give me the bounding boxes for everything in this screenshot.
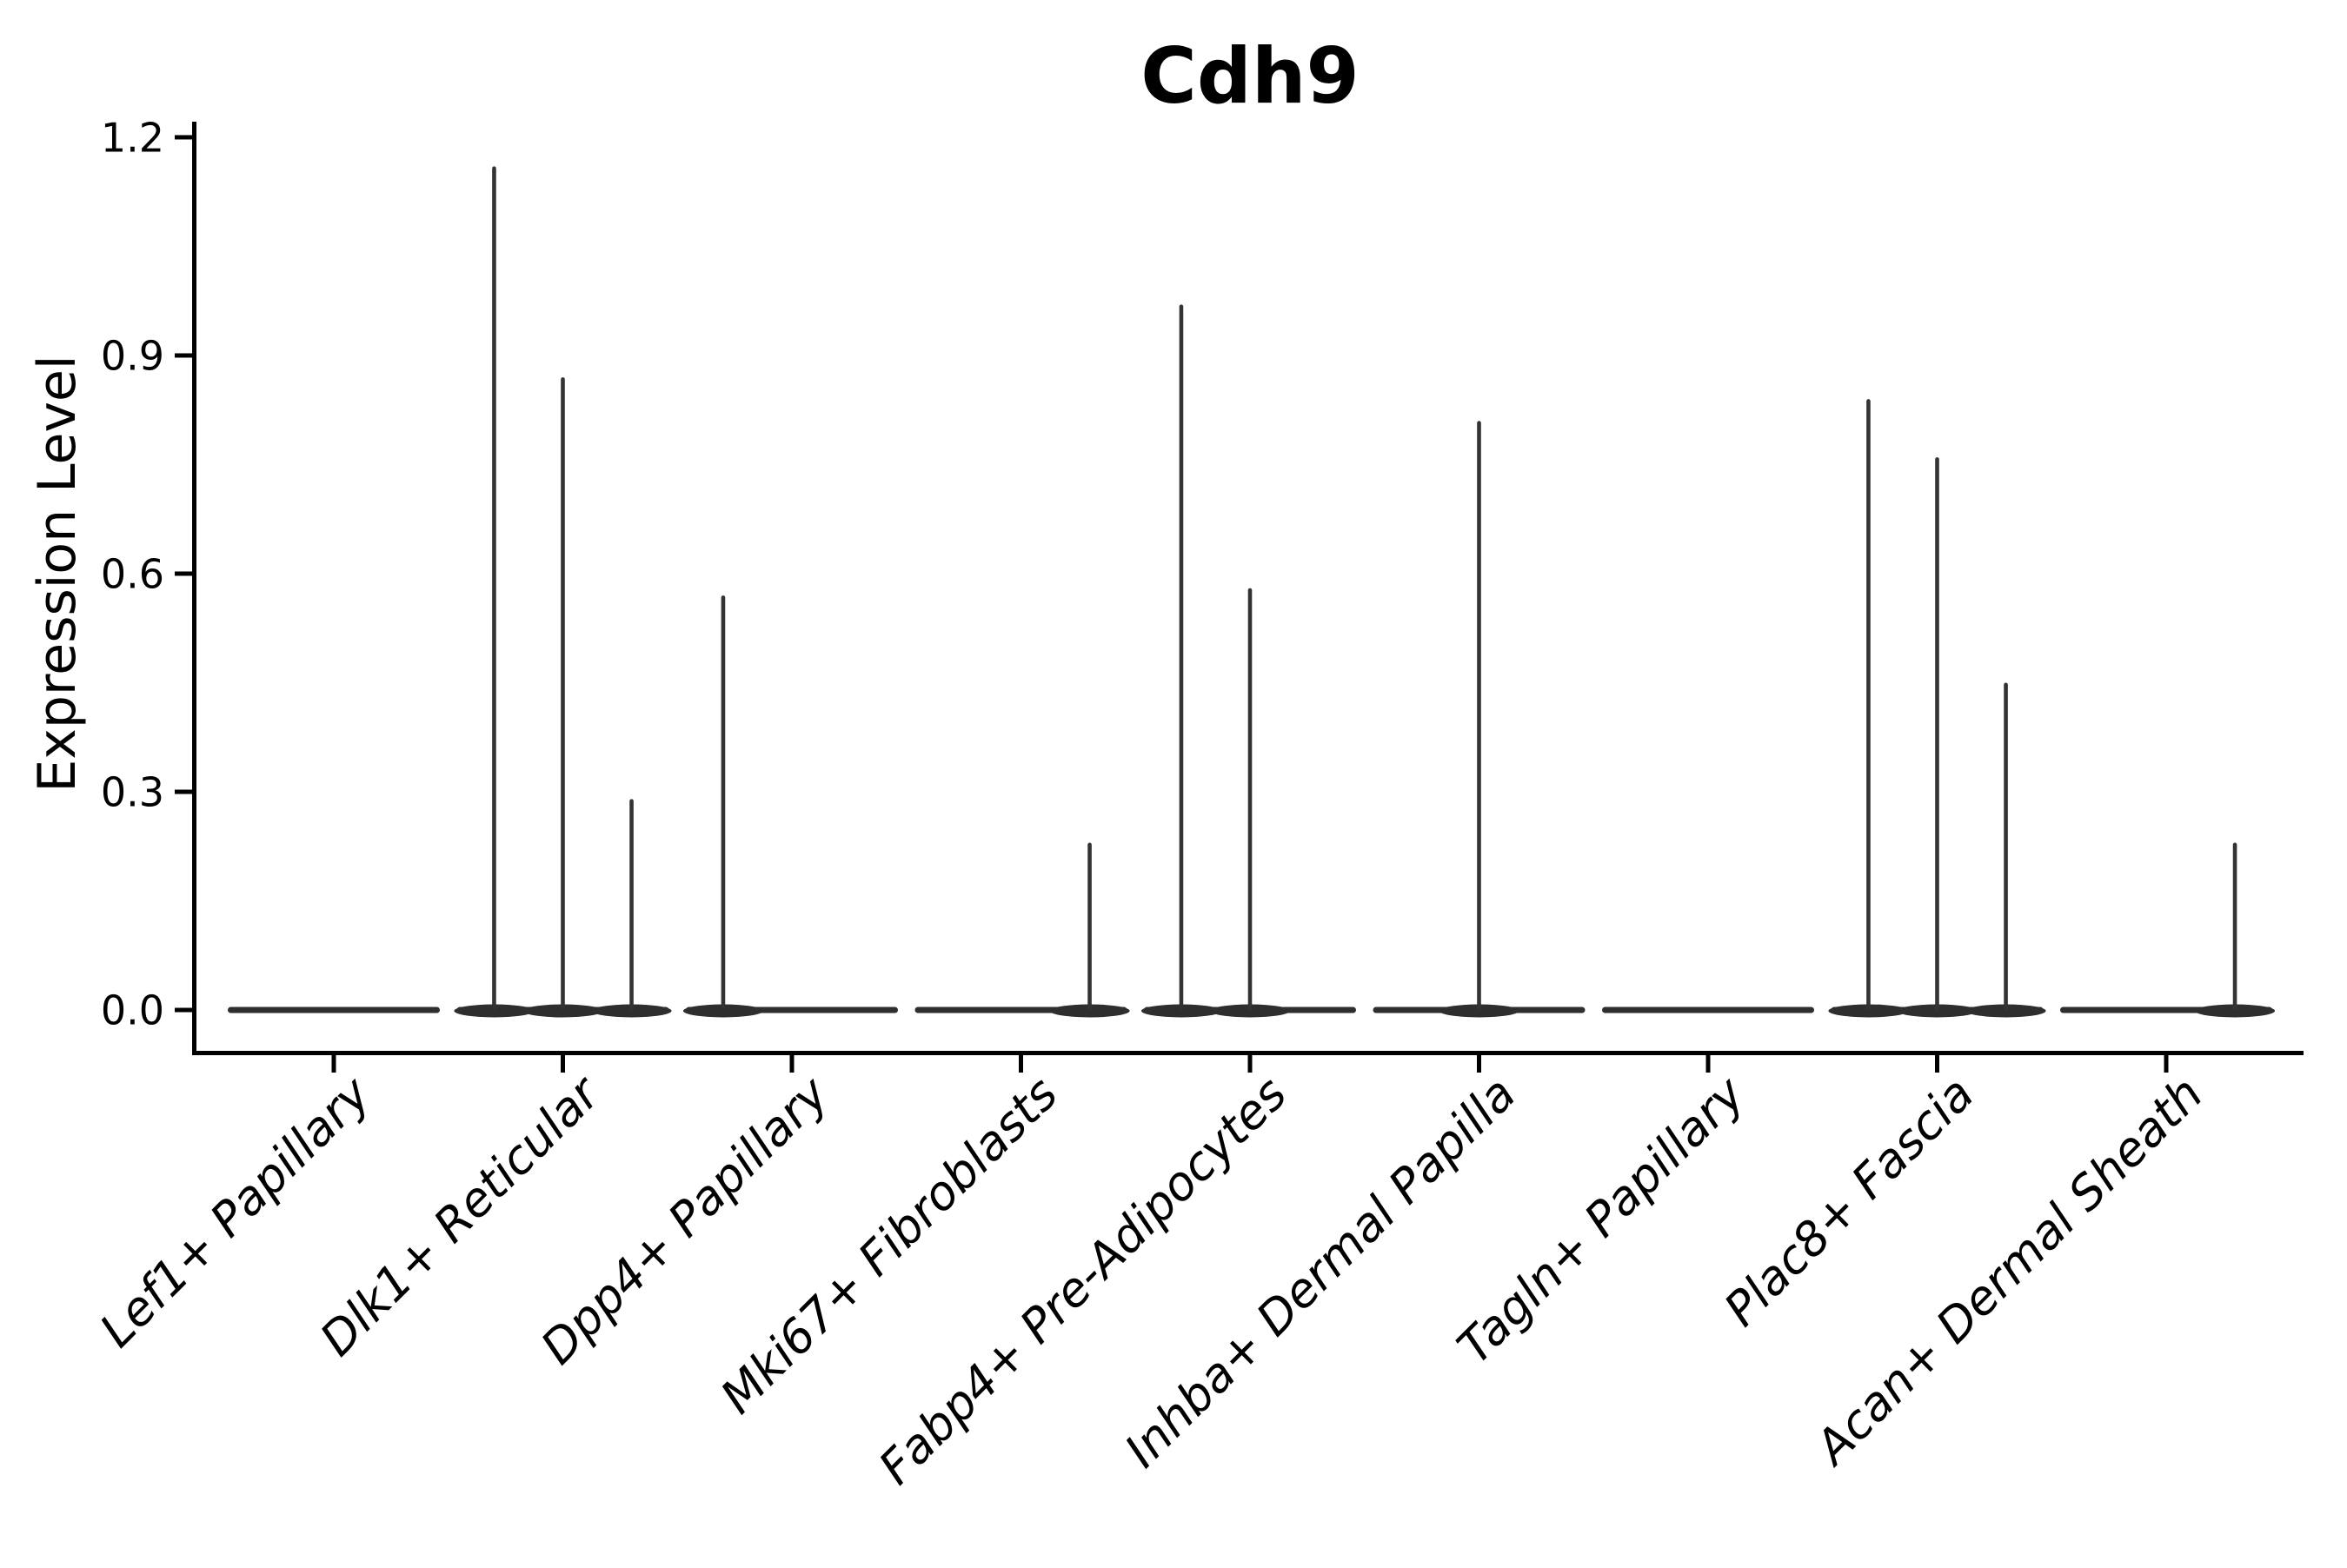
x-tick (2164, 1055, 2169, 1073)
y-tick-label: 0.3 (101, 769, 164, 816)
y-tick-label: 0.0 (101, 987, 164, 1034)
y-tick-label: 1.2 (101, 115, 164, 162)
x-tick (331, 1055, 336, 1073)
violin-needle (2004, 682, 2008, 1010)
x-tick (789, 1055, 795, 1073)
x-tick-label: Fabp4+ Pre-Adipocytes (868, 1066, 1297, 1495)
violin-base (2060, 1007, 2272, 1013)
y-tick (175, 789, 192, 794)
violin-needle (492, 166, 496, 1011)
x-tick (1705, 1055, 1711, 1073)
x-tick (1247, 1055, 1253, 1073)
violin-needle (1866, 399, 1871, 1010)
y-tick (175, 1007, 192, 1013)
violin-layer (228, 166, 2276, 1018)
violin (682, 595, 898, 1018)
x-tick (1019, 1055, 1023, 1073)
violin (2060, 842, 2276, 1018)
x-tick (1477, 1055, 1481, 1073)
violin-base (686, 1007, 898, 1013)
violin-base (1602, 1007, 1814, 1013)
violin (228, 1007, 440, 1013)
violin (1602, 1007, 1814, 1013)
violin-needle (1179, 304, 1184, 1010)
y-tick-label: 0.6 (101, 551, 164, 598)
violin-base (914, 1007, 1127, 1013)
x-tick-label: Acan+ Dermal Sheath (1803, 1066, 2213, 1477)
violin-base (228, 1007, 440, 1013)
violin-needle (1247, 588, 1253, 1010)
x-tick (561, 1055, 565, 1073)
violin (1373, 421, 1586, 1018)
y-tick-label: 0.9 (101, 333, 164, 380)
y-tick (175, 353, 192, 358)
x-tick-label: Inhba+ Dermal Papilla (1114, 1066, 1526, 1478)
violin (1140, 304, 1356, 1018)
violin-needle (629, 799, 634, 1010)
violin-needle (1477, 421, 1481, 1010)
plot-title: Cdh9 (1140, 31, 1359, 121)
violin-needle (2232, 842, 2237, 1010)
violin-needle (1935, 457, 1939, 1010)
violin (1828, 399, 2046, 1018)
axes-layer (175, 122, 2304, 1073)
violin (914, 842, 1130, 1018)
violin (454, 166, 672, 1018)
y-tick (175, 571, 192, 576)
x-axis-spine (192, 1051, 2304, 1055)
y-tick (175, 135, 192, 140)
violin-needle (1087, 842, 1092, 1010)
violin-needle (561, 377, 565, 1010)
y-axis-label: Expression Level (27, 355, 88, 792)
x-tick (1935, 1055, 1939, 1073)
violin-needle (721, 595, 726, 1010)
y-axis-spine (192, 122, 196, 1055)
